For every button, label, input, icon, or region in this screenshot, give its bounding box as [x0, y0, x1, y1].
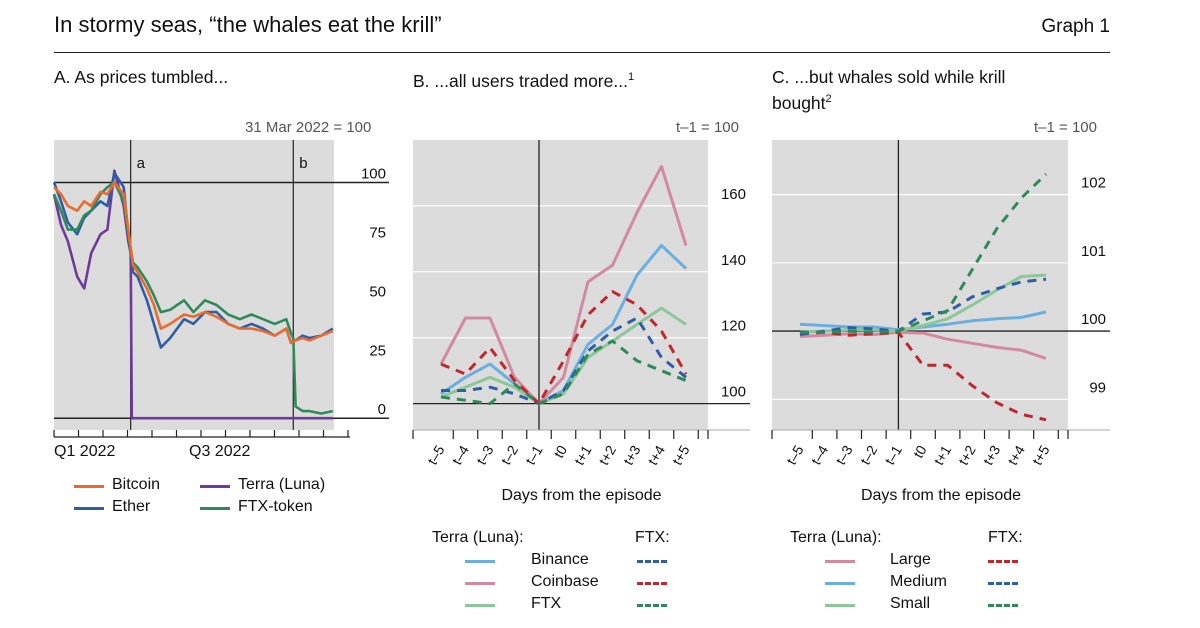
- legend-label: Medium: [890, 573, 947, 590]
- x-tick-label: t+1: [571, 442, 595, 467]
- y-tick-label: 100: [361, 165, 386, 182]
- legend-label: FTX-token: [238, 498, 313, 515]
- x-tick-label: t+2: [595, 442, 619, 467]
- series-line-bitcoin: [53, 181, 334, 345]
- x-tick-label: t–1: [522, 442, 546, 467]
- series-line-coinbase-ftx: [440, 290, 688, 406]
- legend-label: Ether: [112, 498, 151, 515]
- legend-swatch: [465, 560, 495, 563]
- legend-label: Small: [890, 595, 931, 612]
- legend-label: Coinbase: [531, 573, 599, 590]
- legend-swatch-dashed: [988, 604, 1018, 607]
- x-tick-label: t+5: [1029, 442, 1053, 467]
- series-line-ftx-token: [52, 181, 334, 415]
- panel-a-plot-area: [54, 140, 334, 430]
- graph-number: Graph 1: [1041, 16, 1110, 37]
- x-tick-label: t+3: [620, 442, 644, 467]
- legend-swatch: [465, 604, 495, 607]
- series-line-small-terra: [799, 273, 1047, 334]
- x-tick-label: t0: [910, 442, 930, 460]
- legend-swatch-dashed: [637, 560, 667, 563]
- y-tick-label: 102: [1081, 175, 1106, 192]
- panel-a-base-note: 31 Mar 2022 = 100: [245, 119, 372, 136]
- legend-swatch: [200, 507, 230, 510]
- y-tick-label: 140: [721, 252, 746, 269]
- panel-b-title: B. ...all users traded more...1: [413, 70, 635, 91]
- y-tick-label: 100: [1081, 311, 1106, 328]
- y-tick-label: 101: [1081, 243, 1106, 260]
- legend-label: Large: [890, 551, 931, 568]
- x-tick-label: t–4: [808, 442, 832, 467]
- y-tick-label: 25: [369, 342, 386, 359]
- legend-swatch-dashed: [637, 604, 667, 607]
- x-tick-label: Q3 2022: [189, 443, 250, 460]
- legend-swatch-dashed: [637, 582, 667, 585]
- x-tick-label: t+1: [930, 442, 954, 467]
- legend-swatch: [825, 604, 855, 607]
- x-axis-label: Days from the episode: [861, 487, 1021, 504]
- x-tick-label: t–5: [424, 442, 448, 467]
- series-line-binance-ftx: [441, 316, 687, 406]
- legend-swatch-dashed: [988, 582, 1018, 585]
- panel-c-base-note: t–1 = 100: [1034, 119, 1097, 136]
- x-tick-label: t–5: [783, 442, 807, 467]
- legend-swatch: [825, 582, 855, 585]
- legend-terra-heading: Terra (Luna):: [432, 529, 524, 546]
- legend-terra-heading: Terra (Luna):: [790, 529, 882, 546]
- x-tick-label: t+5: [669, 442, 693, 467]
- legend-label: Terra (Luna): [238, 476, 326, 493]
- series-line-medium-ftx: [799, 277, 1047, 336]
- title-rule: [54, 52, 1110, 53]
- x-tick-label: t–2: [857, 442, 881, 467]
- legend-label: FTX: [531, 595, 562, 612]
- x-tick-label: t–3: [473, 442, 497, 467]
- chart-title: In stormy seas, “the whales eat the kril…: [54, 12, 442, 37]
- y-tick-label: 100: [721, 384, 746, 401]
- x-tick-label: t+4: [644, 442, 668, 467]
- y-tick-label: 50: [369, 283, 386, 300]
- legend-ftx-heading: FTX:: [635, 529, 670, 546]
- series-line-ftx-terra: [440, 306, 687, 406]
- series-line-large-terra: [799, 330, 1047, 360]
- event-marker-label: a: [137, 155, 146, 172]
- x-tick-label: t–3: [832, 442, 856, 467]
- x-tick-label: t0: [550, 442, 570, 460]
- x-tick-label: t+3: [980, 442, 1004, 467]
- x-axis-label: Days from the episode: [501, 487, 661, 504]
- legend-swatch-dashed: [988, 560, 1018, 563]
- legend-swatch: [825, 560, 855, 563]
- y-tick-label: 160: [721, 186, 746, 203]
- legend-swatch: [74, 485, 104, 488]
- panel-c-title: C. ...but whales sold while krill bought2: [772, 67, 1006, 113]
- x-tick-label: t–2: [498, 442, 522, 467]
- legend-ftx-heading: FTX:: [988, 529, 1023, 546]
- legend-swatch: [74, 507, 104, 510]
- series-line-small-ftx: [800, 173, 1048, 334]
- y-tick-label: 75: [369, 224, 386, 241]
- y-tick-label: 99: [1089, 379, 1106, 396]
- panel-b-base-note: t–1 = 100: [676, 119, 739, 136]
- legend-swatch: [465, 582, 495, 585]
- x-tick-label: t–4: [449, 442, 473, 467]
- panel-a-title: A. As prices tumbled...: [54, 67, 229, 87]
- event-marker-label: b: [299, 155, 307, 172]
- x-tick-label: t+4: [1004, 442, 1028, 467]
- x-tick-label: Q1 2022: [54, 443, 115, 460]
- legend-label: Binance: [531, 551, 589, 568]
- panel-c-plot-area: [772, 140, 1068, 430]
- x-tick-label: t+2: [955, 442, 979, 467]
- y-tick-label: 120: [721, 318, 746, 335]
- series-line-coinbase-terra: [439, 164, 688, 406]
- legend-label: Bitcoin: [112, 476, 161, 493]
- x-tick-label: t–1: [881, 442, 905, 467]
- panel-b-plot-area: [413, 140, 708, 430]
- y-tick-label: 0: [378, 401, 386, 418]
- legend-swatch: [200, 485, 230, 488]
